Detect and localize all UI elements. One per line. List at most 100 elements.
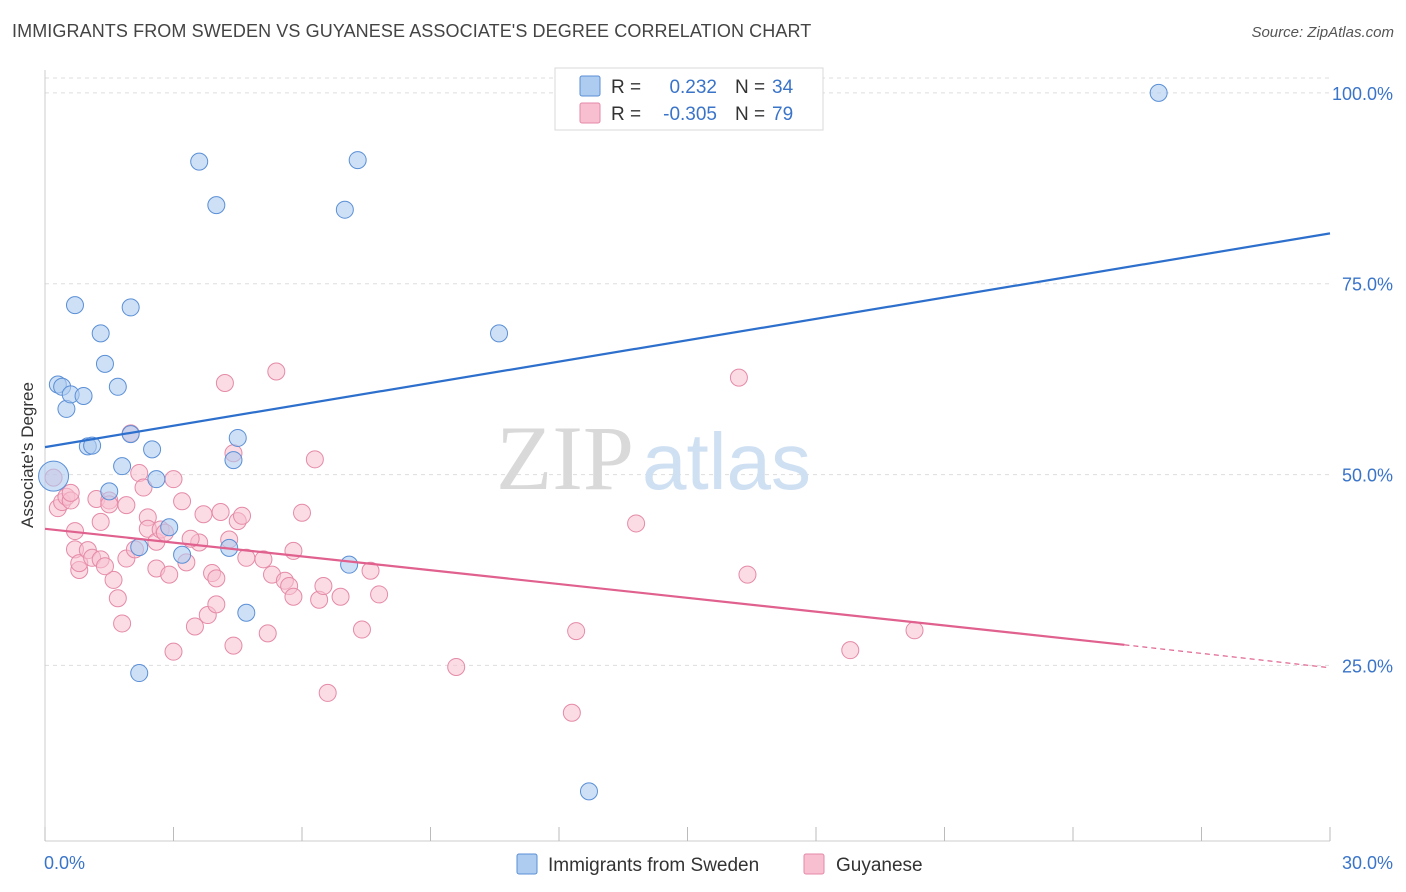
legend-swatch-guyanese <box>579 102 601 124</box>
sweden-trend-line <box>44 232 1331 449</box>
guyanese-point <box>314 577 333 596</box>
watermark-atlas: atlas <box>642 417 811 506</box>
watermark: ZIP atlas <box>496 407 811 509</box>
sweden-point <box>228 428 247 447</box>
sweden-point <box>74 386 93 405</box>
bottom-legend-swatch-sweden <box>516 853 538 875</box>
guyanese-point <box>207 595 226 614</box>
sweden-point <box>207 196 226 215</box>
guyanese-point <box>194 505 213 524</box>
legend-n-value: 34 <box>772 77 794 98</box>
legend-n-value: 79 <box>772 104 793 125</box>
guyanese-point <box>104 570 123 589</box>
sweden-point <box>147 470 166 489</box>
sweden-point <box>237 603 256 622</box>
guyanese-point <box>164 470 183 489</box>
sweden-point <box>1149 83 1168 102</box>
legend-r-value: 0.232 <box>669 77 717 98</box>
sweden-point <box>130 664 149 683</box>
guyanese-point <box>318 683 337 702</box>
sweden-point <box>143 440 162 459</box>
guyanese-point <box>134 478 153 497</box>
legend-box: R = 0.232 N = 34 R = -0.305 N = 79 <box>554 67 824 131</box>
sweden-point <box>83 436 102 455</box>
guyanese-point <box>160 565 179 584</box>
guyanese-point <box>173 492 192 511</box>
sweden-point <box>108 377 127 396</box>
y-tick-label: 50.0% <box>1342 466 1393 486</box>
guyanese-point <box>562 703 581 722</box>
bottom-legend-guyanese: Guyanese <box>836 855 923 876</box>
guyanese-point <box>331 587 350 606</box>
sweden-point <box>348 151 367 170</box>
guyanese-point <box>841 641 860 660</box>
sweden-point <box>38 460 70 492</box>
guyanese-point <box>95 557 114 576</box>
sweden-point <box>100 482 119 501</box>
guyanese-point <box>91 512 110 531</box>
y-tick-label: 25.0% <box>1342 656 1393 676</box>
bottom-legend-sweden: Immigrants from Sweden <box>548 855 759 876</box>
guyanese-point <box>567 622 586 641</box>
guyanese-point <box>361 561 380 580</box>
sweden-point <box>224 451 243 470</box>
guyanese-point <box>215 373 234 392</box>
guyanese-trend-line-extension <box>1124 644 1331 669</box>
sweden-point <box>335 200 354 219</box>
sweden-point <box>579 782 598 801</box>
guyanese-point <box>117 496 136 515</box>
chart-title: IMMIGRANTS FROM SWEDEN VS GUYANESE ASSOC… <box>12 21 812 41</box>
x-tick-label: 0.0% <box>44 853 85 873</box>
guyanese-point <box>267 362 286 381</box>
guyanese-point <box>113 614 132 633</box>
sweden-point <box>95 354 114 373</box>
bottom-legend: Immigrants from Sweden Guyanese <box>516 853 923 876</box>
y-tick-label: 75.0% <box>1342 275 1393 295</box>
sweden-point <box>340 555 359 574</box>
legend-swatch-sweden <box>579 75 601 97</box>
sweden-point <box>113 457 132 476</box>
guyanese-point <box>729 368 748 387</box>
gridlines <box>45 77 1330 666</box>
source-label: Source: ZipAtlas.com <box>1251 24 1394 41</box>
guyanese-point <box>164 642 183 661</box>
guyanese-point <box>211 502 230 521</box>
guyanese-point <box>224 636 243 655</box>
sweden-point <box>160 518 179 537</box>
sweden-point <box>173 545 192 564</box>
sweden-point <box>65 296 84 315</box>
x-tick-labels: 0.0% 30.0% <box>44 853 1393 873</box>
legend-r-label: R = <box>611 77 641 98</box>
guyanese-point <box>207 569 226 588</box>
legend-r-value: -0.305 <box>663 104 717 125</box>
watermark-zip: ZIP <box>496 407 634 509</box>
guyanese-point <box>284 587 303 606</box>
y-tick-label: 100.0% <box>1332 84 1393 104</box>
sweden-point <box>91 324 110 343</box>
guyanese-point <box>305 450 324 469</box>
guyanese-trend-line <box>44 527 1125 646</box>
trend-lines <box>44 232 1331 669</box>
x-tick-label: 30.0% <box>1342 853 1393 873</box>
bottom-legend-swatch-guyanese <box>803 853 825 875</box>
sweden-point <box>121 298 140 317</box>
y-tick-labels: 25.0% 50.0% 75.0% 100.0% <box>1332 84 1393 677</box>
sweden-point <box>490 324 509 343</box>
guyanese-point <box>627 514 646 533</box>
legend-n-label: N = <box>735 104 765 125</box>
guyanese-point <box>233 506 252 525</box>
y-axis-title: Associate's Degree <box>18 382 37 528</box>
guyanese-point <box>370 585 389 604</box>
guyanese-point <box>185 617 204 636</box>
sweden-point <box>130 538 149 557</box>
guyanese-point <box>738 565 757 584</box>
sweden-point <box>190 152 209 171</box>
axes <box>44 70 1331 842</box>
guyanese-point <box>61 483 80 502</box>
guyanese-point <box>905 621 924 640</box>
guyanese-point <box>254 550 273 569</box>
guyanese-point <box>293 503 311 522</box>
guyanese-point <box>108 589 127 608</box>
legend-r-label: R = <box>611 104 641 125</box>
